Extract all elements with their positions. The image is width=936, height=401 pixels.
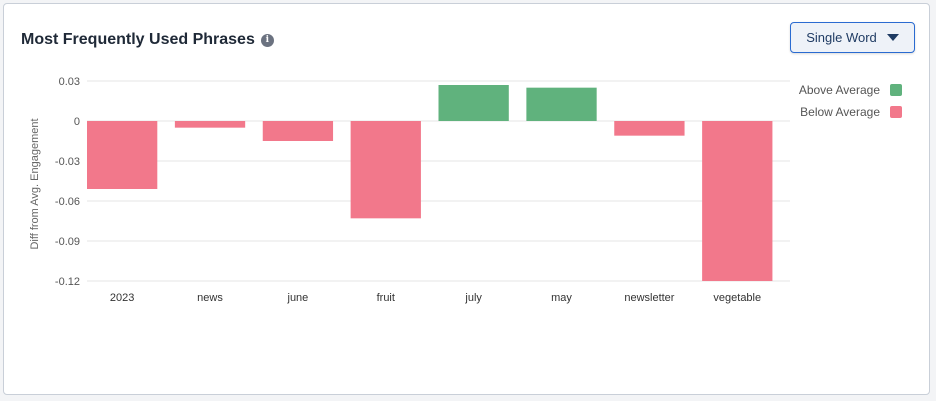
y-tick-label: 0 (74, 116, 80, 128)
x-tick-label: june (287, 292, 309, 304)
legend-label-above: Above Average (799, 83, 881, 97)
bar-news (174, 121, 246, 128)
bar-fruit (350, 121, 421, 219)
x-tick-label: may (551, 292, 572, 304)
caret-down-icon (886, 34, 899, 41)
x-tick-label: july (464, 292, 482, 304)
legend-label-below: Below Average (800, 105, 880, 119)
legend-swatch-below (890, 106, 902, 118)
y-tick-label: 0.03 (59, 76, 80, 88)
bar-july (438, 85, 509, 121)
x-tick-label: news (197, 292, 223, 304)
y-axis-title: Diff from Avg. Engagement (29, 118, 41, 249)
y-tick-label: -0.03 (55, 156, 80, 168)
x-tick-label: 2023 (110, 292, 134, 304)
legend-swatch-above (890, 84, 902, 96)
y-tick-label: -0.12 (55, 276, 80, 288)
bar-vegetable (702, 121, 773, 281)
y-tick-label: -0.06 (55, 196, 80, 208)
x-tick-label: vegetable (713, 292, 761, 304)
dropdown-selected-value: Single Word (806, 30, 877, 45)
bar-newsletter (614, 121, 685, 136)
card-header: Most Frequently Used Phrases i (21, 31, 274, 49)
card-title: Most Frequently Used Phrases (21, 31, 255, 48)
word-type-dropdown[interactable]: Single Word (790, 22, 915, 53)
bar-may (526, 87, 597, 121)
y-tick-label: -0.09 (55, 236, 80, 248)
x-tick-label: fruit (377, 292, 395, 304)
chart-card: Most Frequently Used Phrases i Single Wo… (3, 3, 930, 395)
bar-2023 (87, 121, 158, 189)
info-icon[interactable]: i (260, 33, 274, 47)
bar-june (262, 121, 334, 141)
x-tick-label: newsletter (624, 292, 674, 304)
